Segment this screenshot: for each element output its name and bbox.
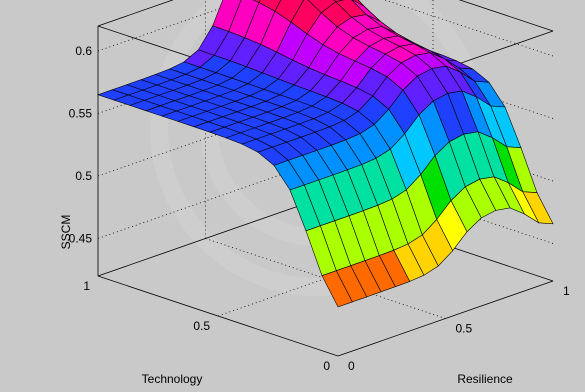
box-edge-back-top-right [458,0,554,32]
z-tick-label: 0.6 [75,44,92,58]
box-edge-back-top [97,0,174,27]
z-tick-label: 0.45 [69,232,93,246]
surface-mesh [97,0,554,308]
surface-cell [321,270,353,308]
y-tick-label: 0 [348,359,355,373]
y-axis-label: Resilience [457,372,513,386]
x-tick-label: 0.5 [193,319,210,333]
x-tick-label: 0 [323,359,330,373]
z-axis-label: SSCM [59,215,73,250]
tick-labels: 0.45 0.5 0.55 0.6 0 0.5 1 0 0.5 1 [69,44,570,373]
z-tick-label: 0.5 [75,169,92,183]
z-tick-label: 0.55 [69,107,93,121]
x-tick-label: 1 [83,279,90,293]
y-tick-label: 0.5 [456,322,473,336]
box-edge-front-bottom-left [97,275,339,357]
x-axis-label: Technology [142,372,203,386]
box-edge-front-bottom-right [337,280,554,357]
axes-box-front [97,275,554,357]
y-tick-label: 1 [563,284,570,298]
